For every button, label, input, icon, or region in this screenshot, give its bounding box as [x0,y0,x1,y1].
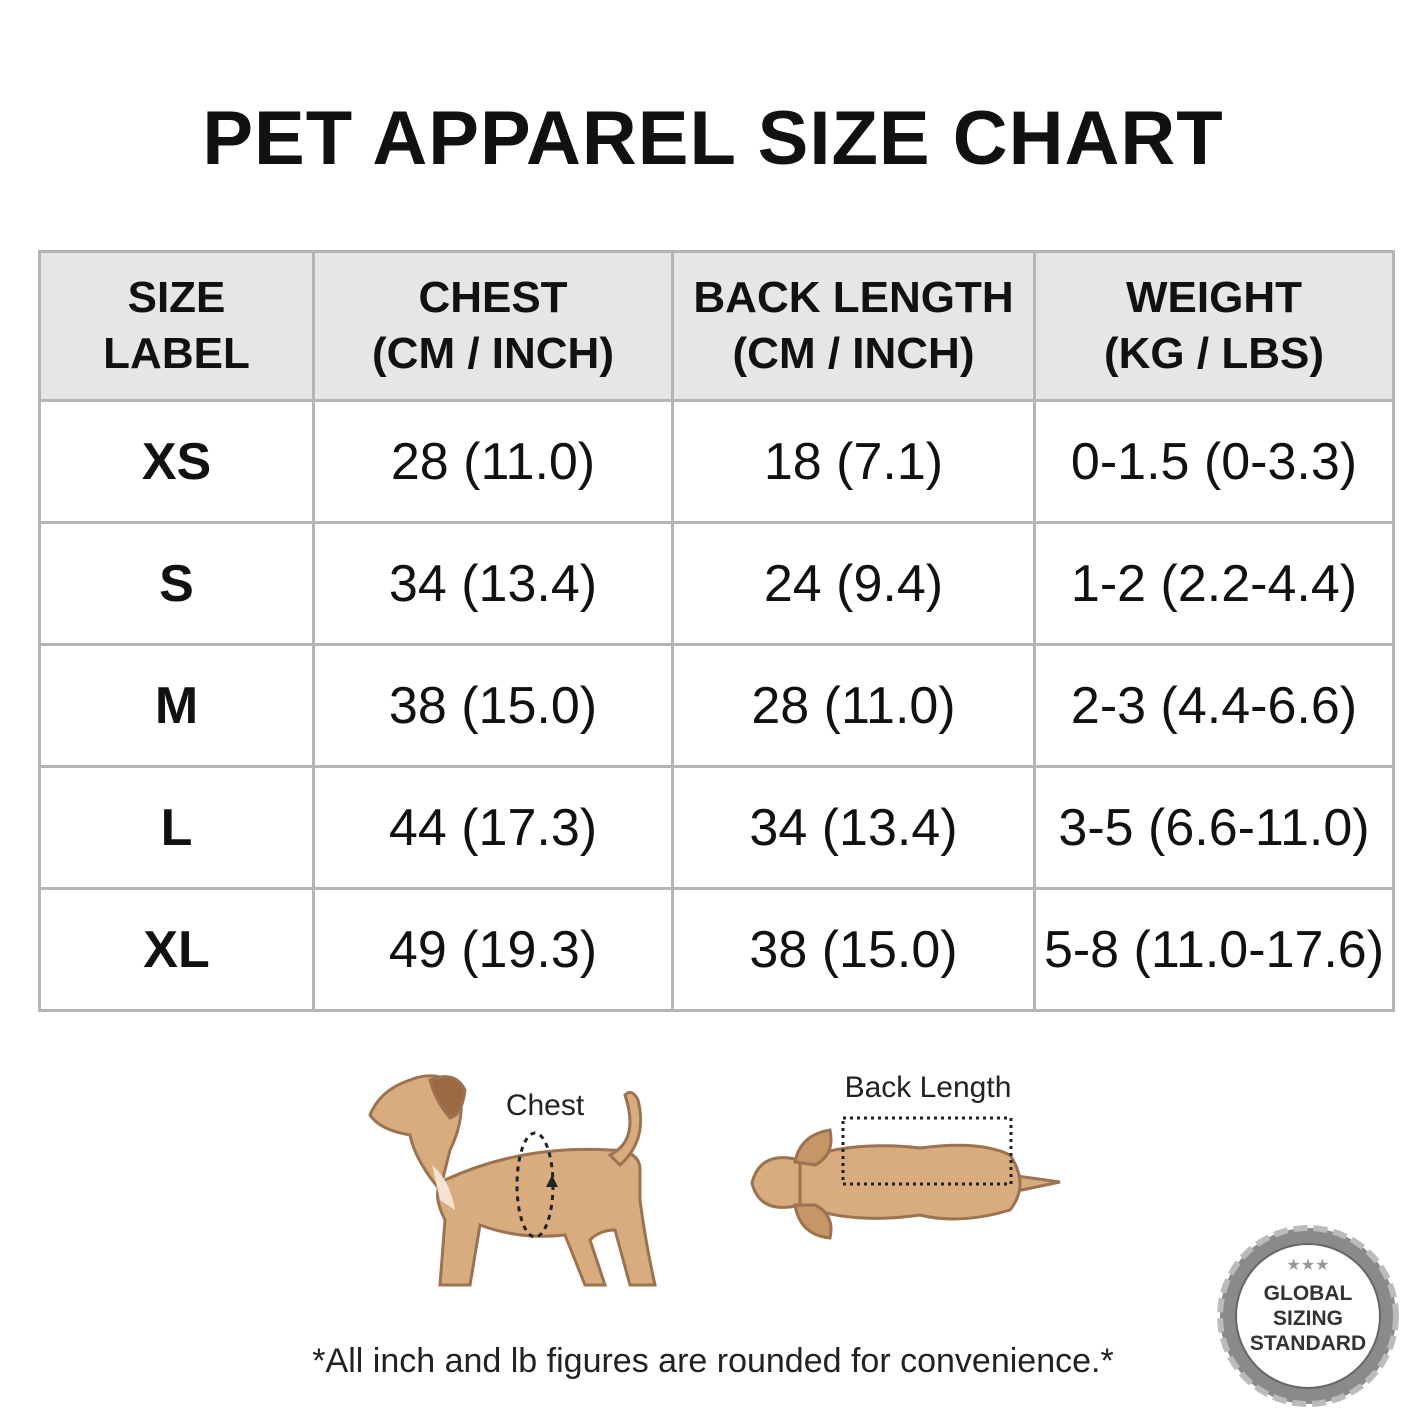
title: PET APPAREL SIZE CHART [202,96,1224,181]
back-label: Back Length [845,1071,1012,1104]
header-line: (KG / LBS) [1104,329,1324,378]
chest-label: Chest [506,1089,585,1122]
badge-line: STANDARD [1250,1332,1366,1355]
back-measure [841,1116,1013,1186]
header-line: WEIGHT [1126,273,1302,322]
value-cell: 38 (15.0) [671,887,1036,1012]
table-row: XS 28 (11.0) 18 (7.1) 0-1.5 (0-3.3) [38,399,1395,524]
value-cell: 38 (15.0) [312,643,674,768]
badge-line: GLOBAL [1264,1282,1353,1305]
badge-line: SIZING [1273,1307,1343,1330]
value-cell: 24 (9.4) [671,521,1036,646]
size-cell: M [38,643,315,768]
header-row: SIZE LABEL CHEST (CM / INCH) BACK LENGTH (CM … [38,250,1395,402]
size-cell: S [38,521,315,646]
dog-top [750,1128,1061,1240]
value-cell: 28 (11.0) [312,399,674,524]
header-line: LABEL [103,329,250,378]
table-row: XL 49 (19.3) 38 (15.0) 5-8 (11.0-17.6) [38,887,1395,1012]
table-row: S 34 (13.4) 24 (9.4) 1-2 (2.2-4.4) [38,521,1395,646]
header-line: BACK LENGTH [693,273,1014,322]
table-row: L 44 (17.3) 34 (13.4) 3-5 (6.6-11.0) [38,765,1395,890]
value-cell: 34 (13.4) [312,521,674,646]
header-line: (CM / INCH) [732,329,975,378]
value-cell: 5-8 (11.0-17.6) [1033,887,1395,1012]
badge-inner [1235,1243,1381,1389]
dog-side [368,1074,657,1287]
size-table: SIZE LABEL CHEST (CM / INCH) BACK LENGTH (CM … [38,250,1395,1012]
table-row: M 38 (15.0) 28 (11.0) 2-3 (4.4-6.6) [38,643,1395,768]
size-cell: XL [38,887,315,1012]
footnote: *All inch and lb figures are rounded for… [312,1342,1114,1380]
size-cell: XS [38,399,315,524]
header-cell: BACK LENGTH (CM / INCH) [671,250,1036,402]
value-cell: 18 (7.1) [671,399,1036,524]
header-cell: WEIGHT (KG / LBS) [1033,250,1395,402]
header-line: SIZE [127,273,226,322]
value-cell: 34 (13.4) [671,765,1036,890]
value-cell: 28 (11.0) [671,643,1036,768]
header-line: (CM / INCH) [372,329,614,378]
value-cell: 0-1.5 (0-3.3) [1033,399,1395,524]
header-cell: CHEST (CM / INCH) [312,250,674,402]
badge-stars: ★★★ [1286,1257,1329,1274]
table-body: XS 28 (11.0) 18 (7.1) 0-1.5 (0-3.3) S 34 (13.… [38,399,1395,1012]
value-cell: 44 (17.3) [312,765,674,890]
value-cell: 2-3 (4.4-6.6) [1033,643,1395,768]
value-cell: 49 (19.3) [312,887,674,1012]
value-cell: 3-5 (6.6-11.0) [1033,765,1395,890]
header-line: CHEST [418,273,568,322]
value-cell: 1-2 (2.2-4.4) [1033,521,1395,646]
header-cell: SIZE LABEL [38,250,315,402]
size-cell: L [38,765,315,890]
chest-arrow [546,1175,558,1187]
